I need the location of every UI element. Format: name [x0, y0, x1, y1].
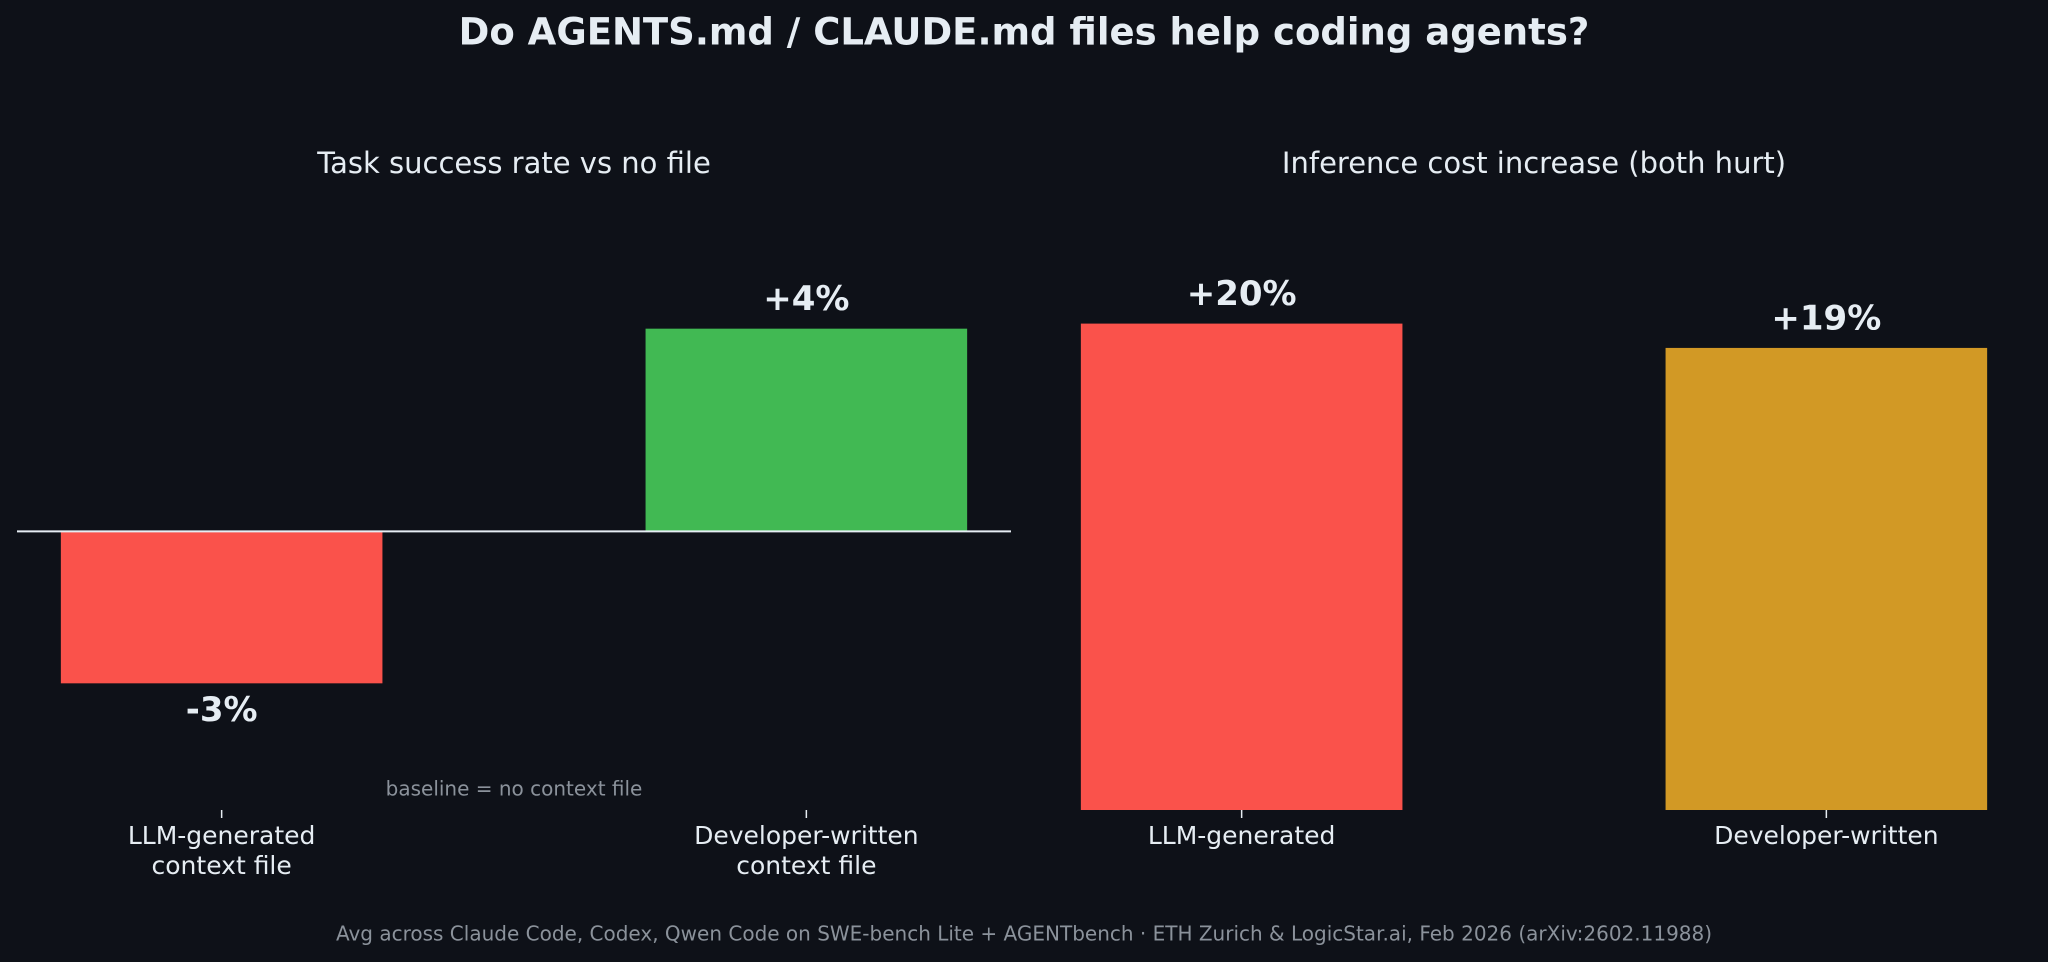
figure-title: Do AGENTS.md / CLAUDE.md files help codi…: [459, 11, 1590, 54]
note: baseline = no context file: [386, 777, 643, 801]
bar: [1665, 347, 1988, 810]
value-label: -3%: [186, 690, 258, 730]
bar: [60, 531, 383, 684]
x-tick-label: LLM-generated context file: [128, 821, 316, 880]
x-tick-label: LLM-generated: [1148, 821, 1336, 850]
x-tick-label: Developer-written: [1714, 821, 1939, 850]
x-tick-label: Developer-written context file: [694, 821, 919, 880]
bar: [1080, 323, 1403, 810]
chart-title: Task success rate vs no file: [316, 146, 711, 180]
value-label: +19%: [1771, 298, 1881, 338]
bar: [645, 328, 968, 532]
footer: Avg across Claude Code, Codex, Qwen Code…: [336, 922, 1712, 946]
value-label: +4%: [763, 279, 849, 319]
value-label: +20%: [1187, 274, 1297, 314]
chart-title: Inference cost increase (both hurt): [1282, 146, 1786, 180]
